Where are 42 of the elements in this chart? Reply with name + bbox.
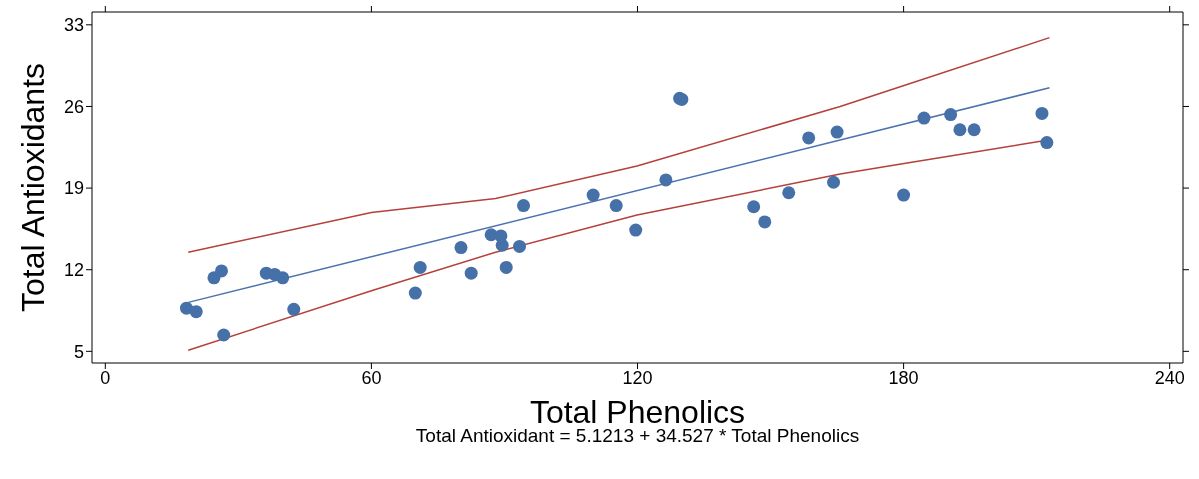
point [276, 271, 290, 285]
x-tick-label: 120 [622, 367, 653, 388]
point [659, 173, 673, 187]
point [782, 186, 796, 200]
point [897, 188, 911, 202]
point [609, 199, 623, 213]
point [495, 238, 509, 252]
x-tick-label: 60 [361, 367, 382, 388]
y-tick-label: 5 [73, 341, 84, 362]
y-axis-title: Total Antioxidants [15, 62, 52, 313]
point [189, 305, 203, 319]
y-tick-label: 33 [63, 15, 84, 36]
y-tick-label: 26 [63, 96, 84, 117]
point [1040, 136, 1054, 150]
line-series [187, 36, 1051, 253]
x-tick-label: 180 [888, 367, 919, 388]
point [215, 264, 228, 278]
point [499, 260, 513, 274]
point [758, 215, 772, 229]
point [917, 111, 931, 125]
point [944, 108, 958, 122]
point [464, 266, 478, 280]
point [517, 199, 531, 213]
point [747, 200, 761, 214]
x-tick-label: 240 [1154, 367, 1185, 388]
y-tick-label: 12 [63, 260, 84, 281]
point [586, 188, 600, 202]
y-tick-label: 19 [63, 178, 84, 199]
point [1035, 106, 1049, 120]
point [217, 328, 231, 342]
point [287, 302, 301, 316]
point [967, 123, 981, 137]
point [827, 175, 841, 189]
x-tick-label: 0 [100, 367, 111, 388]
point [830, 125, 844, 139]
point [802, 131, 816, 145]
point [629, 223, 643, 237]
point [413, 260, 427, 274]
point [513, 239, 527, 253]
point [454, 241, 468, 255]
point [953, 123, 967, 137]
point [408, 286, 422, 300]
